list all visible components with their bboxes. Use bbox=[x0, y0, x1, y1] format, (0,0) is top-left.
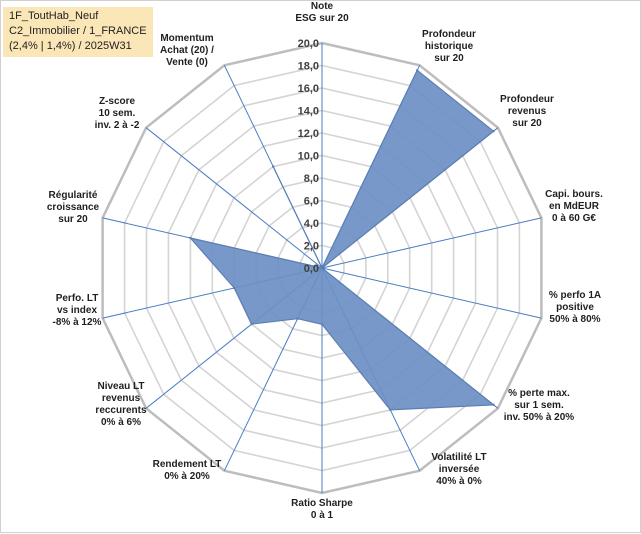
axis-label-line: revenus bbox=[102, 393, 141, 404]
axis-label-line: Rendement LT bbox=[153, 459, 222, 470]
axis-label-line: revenus bbox=[508, 106, 547, 117]
data-point bbox=[320, 266, 324, 270]
tick-label: 18,0 bbox=[298, 61, 319, 73]
axis-label-line: 0% à 20% bbox=[164, 471, 210, 482]
axis-label: Profondeur historique sur 20 bbox=[422, 29, 476, 64]
data-point bbox=[320, 323, 324, 326]
tick-label: 12,0 bbox=[298, 128, 319, 140]
axis-label: Profondeur revenus sur 20 bbox=[500, 94, 554, 129]
data-point bbox=[233, 286, 236, 290]
axis-label-line: Perfo. LT bbox=[56, 293, 99, 304]
axis-label: Niveau LT revenus reccurents 0% à 6% bbox=[95, 381, 147, 428]
data-point bbox=[492, 130, 495, 133]
axis-label-line: Vente (0) bbox=[166, 57, 208, 68]
data-point bbox=[272, 165, 275, 168]
axis-label-line: Z-score bbox=[99, 96, 136, 107]
axis-label-line: reccurents bbox=[95, 405, 147, 416]
axis-label-line: sur 1 sem. bbox=[514, 400, 564, 411]
tick-label: 10,0 bbox=[298, 151, 319, 163]
tick-label: 0,0 bbox=[304, 263, 319, 275]
axis-label-line: ESG sur 20 bbox=[295, 13, 349, 24]
axis-label-line: inv. 2 à -2 bbox=[95, 120, 140, 131]
axis-label-line: % perfo 1A bbox=[549, 290, 601, 301]
title-line-2: C2_Immobilier / 1_FRANCE bbox=[9, 25, 147, 37]
radar-spoke bbox=[145, 127, 323, 269]
tick-label: 6,0 bbox=[304, 196, 319, 208]
tick-label: 20,0 bbox=[298, 38, 319, 50]
axis-label: Volatilité LT inversée 40% à 0% bbox=[431, 452, 486, 487]
radial-tick-labels: 0,0 2,0 4,0 6,0 8,0 10,0 12,0 14,0 16,0 18,0 20,0 bbox=[298, 38, 319, 275]
tick-label: 16,0 bbox=[298, 83, 319, 95]
axis-label-line: Profondeur bbox=[500, 94, 554, 105]
axis-label-line: positive bbox=[556, 302, 594, 313]
axis-label-line: Momentum bbox=[160, 33, 213, 44]
axis-label-line: sur 20 bbox=[58, 214, 88, 225]
tick-label: 4,0 bbox=[304, 218, 319, 230]
axis-label: Régularité croissance sur 20 bbox=[47, 190, 100, 225]
radar-series bbox=[188, 69, 496, 412]
axis-label-line: Note bbox=[311, 1, 334, 12]
axis-label-line: 0 à 1 bbox=[311, 510, 334, 521]
title-line-1: 1F_ToutHab_Neuf bbox=[9, 10, 99, 22]
axis-label-line: % perte max. bbox=[508, 388, 570, 399]
axis-label-line: Ratio Sharpe bbox=[291, 498, 353, 509]
title-line-3: (2,4% | 1,4%) / 2025W31 bbox=[9, 40, 132, 52]
axis-label: Capi. bours. en MdEUR 0 à 60 G€ bbox=[545, 189, 603, 224]
radar-spoke bbox=[321, 267, 542, 319]
axis-label-line: 0% à 6% bbox=[101, 417, 141, 428]
axis-label-line: historique bbox=[425, 41, 474, 52]
axis-label: Ratio Sharpe 0 à 1 bbox=[291, 498, 353, 521]
axis-label-line: vs index bbox=[57, 305, 97, 316]
axis-label-line: 0 à 60 G€ bbox=[552, 213, 596, 224]
radar-spoke bbox=[321, 217, 542, 269]
axis-label-line: -8% à 12% bbox=[53, 317, 102, 328]
chart-title-box: 1F_ToutHab_Neuf C2_Immobilier / 1_FRANCE… bbox=[3, 7, 153, 57]
axis-label-line: Profondeur bbox=[422, 29, 476, 40]
axis-label: Z-score 10 sem. inv. 2 à -2 bbox=[95, 96, 140, 131]
axis-label-line: croissance bbox=[47, 202, 100, 213]
axis-label: Rendement LT 0% à 20% bbox=[153, 459, 222, 482]
tick-label: 8,0 bbox=[304, 173, 319, 185]
axis-label-line: inversée bbox=[439, 464, 480, 475]
data-point bbox=[296, 317, 299, 320]
axis-label: Note ESG sur 20 bbox=[295, 1, 349, 24]
data-point bbox=[492, 403, 495, 406]
axis-label: % perfo 1A positive 50% à 80% bbox=[549, 290, 601, 325]
tick-label: 2,0 bbox=[304, 241, 319, 253]
series-area bbox=[188, 69, 496, 411]
tick-label: 14,0 bbox=[298, 106, 319, 118]
data-point bbox=[389, 408, 392, 412]
axis-label-line: inv. 50% à 20% bbox=[504, 412, 575, 423]
axis-label-line: Volatilité LT bbox=[431, 452, 486, 463]
axis-label-line: 10 sem. bbox=[99, 108, 136, 119]
axis-label-line: sur 20 bbox=[512, 118, 542, 129]
axis-label-line: Niveau LT bbox=[97, 381, 144, 392]
data-point bbox=[189, 236, 192, 240]
axis-label: Momentum Achat (20) / Vente (0) bbox=[160, 33, 214, 68]
data-point bbox=[416, 69, 419, 72]
axis-label-line: en MdEUR bbox=[549, 201, 600, 212]
axis-label-line: Régularité bbox=[49, 190, 98, 201]
axis-label-line: 50% à 80% bbox=[549, 314, 600, 325]
axis-label: Perfo. LT vs index -8% à 12% bbox=[53, 293, 102, 328]
axis-label-line: Capi. bours. bbox=[545, 189, 603, 200]
axis-label-line: sur 20 bbox=[434, 53, 464, 64]
data-point bbox=[250, 322, 253, 326]
axis-label-line: Achat (20) / bbox=[160, 45, 214, 56]
axis-label-line: 40% à 0% bbox=[436, 476, 482, 487]
axis-label: % perte max. sur 1 sem. inv. 50% à 20% bbox=[504, 388, 575, 423]
